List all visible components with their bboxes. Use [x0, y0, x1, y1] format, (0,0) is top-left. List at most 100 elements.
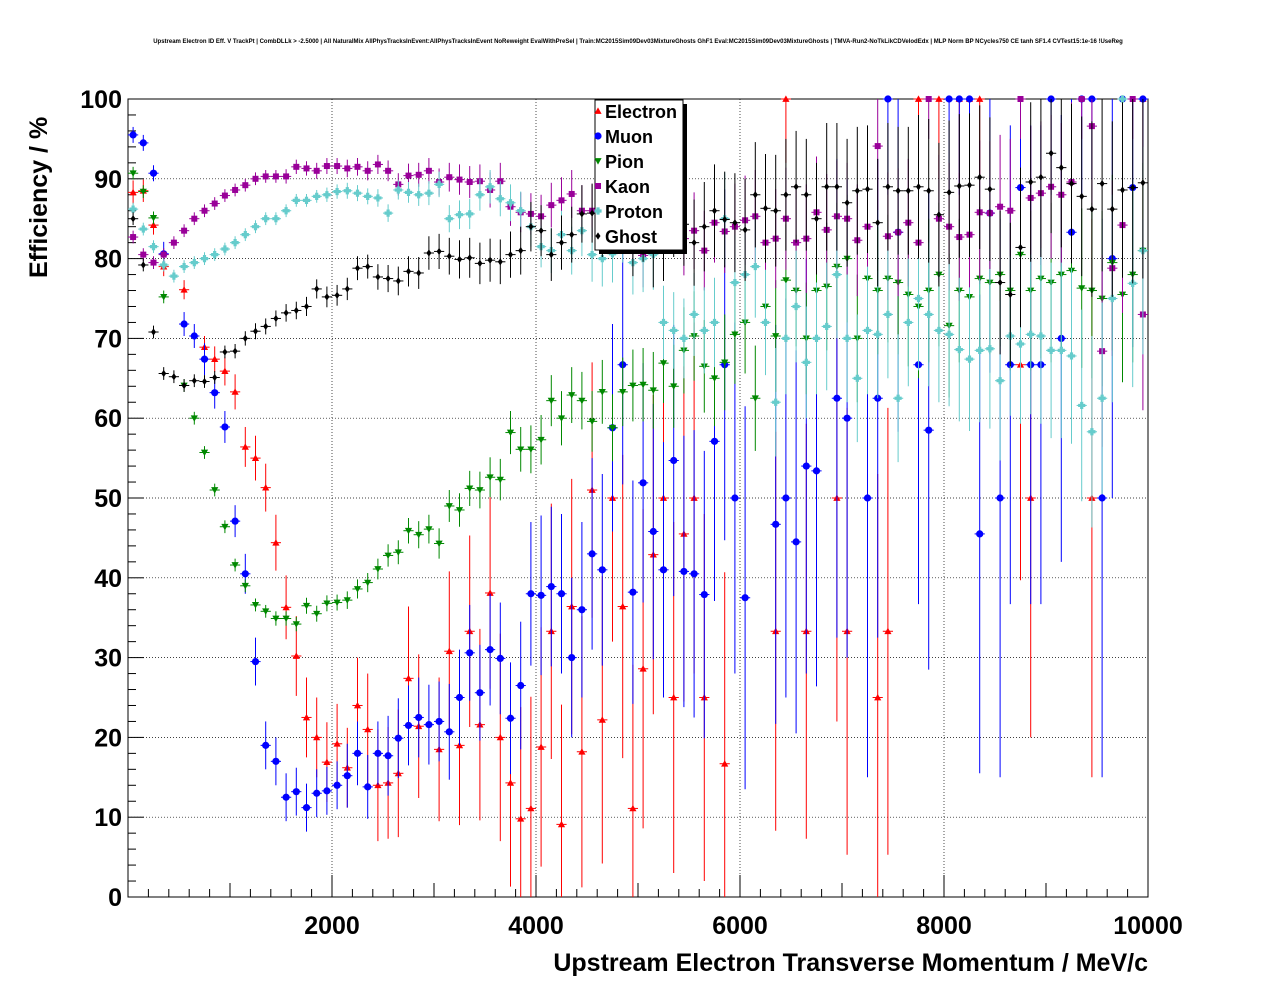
muon-marker	[404, 721, 413, 730]
ghost-point	[903, 126, 914, 255]
ghost-point	[423, 236, 434, 270]
kaon-marker	[1078, 96, 1085, 102]
y-tick-label: 100	[80, 86, 122, 114]
muon-marker	[241, 570, 249, 578]
pion-point	[148, 211, 159, 225]
electron-marker	[404, 674, 413, 682]
proton-marker	[251, 223, 260, 231]
muon-point	[260, 721, 271, 770]
kaon-point	[148, 256, 159, 269]
ghost-marker	[1109, 205, 1115, 213]
proton-marker	[710, 318, 719, 327]
proton-point	[260, 212, 271, 226]
proton-marker	[802, 358, 810, 366]
muon-marker	[435, 717, 443, 726]
y-tick-label: 0	[108, 884, 122, 912]
ghost-marker	[201, 377, 208, 386]
proton-marker	[935, 326, 943, 335]
proton-point	[862, 266, 873, 395]
muon-point	[423, 684, 434, 765]
proton-point	[270, 212, 281, 226]
ghost-point	[485, 238, 496, 282]
y-tick-label: 20	[94, 724, 122, 752]
kaon-marker	[385, 167, 392, 174]
pion-point	[485, 457, 496, 498]
ghost-marker	[405, 267, 412, 275]
muon-point	[434, 681, 445, 762]
kaon-marker	[262, 173, 269, 180]
muon-marker	[231, 517, 239, 525]
kaon-marker	[191, 215, 198, 222]
pion-marker	[537, 436, 545, 444]
proton-marker	[496, 195, 504, 203]
muon-marker	[731, 494, 739, 502]
proton-point	[311, 189, 322, 203]
ghost-point	[831, 122, 842, 251]
proton-marker	[272, 215, 280, 223]
y-tick-label: 50	[94, 485, 122, 513]
electron-point	[617, 454, 628, 759]
proton-point	[709, 277, 720, 368]
electron-marker	[180, 286, 188, 293]
muon-point	[342, 743, 353, 808]
pion-point	[240, 579, 251, 593]
ghost-marker	[579, 210, 585, 218]
proton-point	[770, 347, 781, 457]
proton-point	[923, 242, 934, 387]
proton-point	[1086, 336, 1097, 528]
proton-point	[974, 278, 985, 423]
muon-marker	[629, 588, 637, 596]
proton-marker	[466, 210, 474, 218]
ghost-point	[913, 114, 924, 259]
ghost-marker	[354, 264, 361, 272]
proton-marker	[680, 334, 688, 342]
kaon-point	[342, 159, 353, 178]
muon-point	[536, 515, 547, 676]
proton-point	[250, 220, 261, 234]
proton-marker	[659, 318, 668, 327]
electron-marker	[527, 804, 535, 812]
legend: Electron Muon Pion Kaon Proton Ghost	[594, 99, 687, 254]
proton-marker	[160, 261, 168, 269]
muon-marker	[200, 355, 209, 363]
proton-point	[882, 250, 893, 379]
pion-marker	[282, 615, 290, 623]
electron-point	[311, 697, 322, 778]
ghost-marker	[844, 199, 850, 207]
pion-marker	[394, 549, 402, 556]
ghost-marker	[538, 227, 544, 235]
electron-marker	[486, 589, 494, 596]
proton-point	[281, 204, 292, 218]
pion-point	[321, 595, 332, 612]
y-tick-label: 40	[94, 565, 122, 593]
pion-point	[128, 166, 139, 180]
ghost-point	[984, 117, 995, 261]
kaon-marker	[283, 173, 290, 180]
pion-point	[546, 375, 557, 427]
ghost-marker	[558, 239, 565, 247]
ghost-marker	[456, 255, 463, 263]
ghost-marker	[497, 258, 503, 266]
legend-entry-kaon: Kaon	[595, 177, 650, 197]
pion-point	[383, 544, 394, 567]
ghost-point	[372, 264, 383, 290]
proton-point	[485, 170, 496, 204]
kaon-point	[464, 166, 475, 198]
proton-marker	[925, 310, 933, 319]
proton-point	[423, 181, 434, 206]
ghost-point	[719, 171, 730, 268]
pion-point	[617, 357, 628, 427]
legend-entry-electron: Electron	[594, 102, 677, 122]
muon-point	[454, 649, 465, 746]
ghost-marker	[283, 309, 289, 317]
electron-marker	[333, 740, 341, 747]
electron-marker	[445, 647, 453, 655]
proton-point	[444, 205, 455, 233]
ghost-point	[281, 304, 292, 322]
kaon-marker	[1017, 96, 1024, 102]
pion-point	[444, 490, 455, 522]
proton-marker	[792, 302, 800, 311]
electron-point	[525, 696, 536, 897]
kaon-marker	[354, 163, 361, 170]
pion-marker	[721, 359, 729, 366]
